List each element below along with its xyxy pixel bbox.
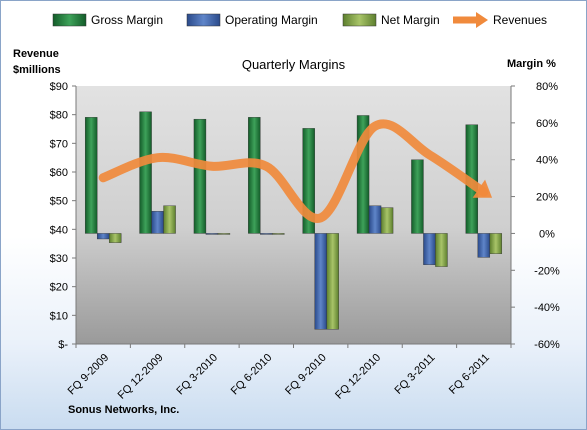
operating-margin-bar bbox=[314, 233, 327, 330]
left-axis-title-units: $millions bbox=[13, 64, 61, 76]
x-category-label: FQ 6-2010 bbox=[229, 352, 275, 398]
legend-label: Gross Margin bbox=[91, 13, 163, 27]
legend-label: Net Margin bbox=[381, 13, 440, 27]
net-margin-bar bbox=[435, 233, 448, 267]
net-margin-bar bbox=[217, 233, 231, 235]
left-tick-label: $40 bbox=[50, 224, 68, 236]
legend-swatch-operating-margin bbox=[186, 13, 221, 27]
right-axis-title: Margin % bbox=[507, 58, 556, 70]
chart-title: Quarterly Margins bbox=[242, 57, 346, 72]
operating-margin-bar bbox=[151, 211, 164, 234]
left-tick-label: $10 bbox=[50, 310, 68, 322]
net-margin-bar bbox=[380, 207, 394, 234]
gross-margin-bar bbox=[248, 117, 261, 234]
gross-margin-bar bbox=[84, 117, 98, 234]
revenues-line bbox=[98, 119, 489, 223]
company-name: Sonus Networks, Inc. bbox=[68, 404, 179, 416]
operating-margin-bar bbox=[477, 233, 491, 258]
operating-margin-bar bbox=[260, 233, 273, 235]
left-tick-label: $80 bbox=[50, 110, 68, 122]
gross-margin-bar bbox=[193, 118, 207, 234]
legend-swatch-net-margin bbox=[342, 13, 377, 27]
left-axis-title: Revenue bbox=[13, 48, 59, 60]
right-tick-label: -60% bbox=[534, 339, 560, 351]
x-category-label: FQ 3-2011 bbox=[392, 352, 437, 397]
x-category-label: FQ 12-2009 bbox=[116, 352, 166, 402]
gross-margin-bar bbox=[139, 111, 152, 234]
operating-margin-bar bbox=[96, 233, 110, 240]
left-tick-label: $70 bbox=[50, 138, 68, 150]
x-category-label: FQ 9-2010 bbox=[283, 352, 329, 398]
right-tick-label: 0% bbox=[539, 228, 555, 240]
legend-arrow-revenues bbox=[476, 12, 488, 28]
right-tick-label: 60% bbox=[536, 118, 558, 130]
net-margin-bar bbox=[326, 233, 339, 330]
right-tick-label: -20% bbox=[534, 265, 560, 277]
operating-margin-bar bbox=[205, 233, 219, 235]
net-margin-bar bbox=[272, 233, 285, 235]
legend-label: Revenues bbox=[493, 13, 547, 27]
net-margin-bar bbox=[108, 233, 122, 243]
right-tick-label: 40% bbox=[536, 155, 558, 167]
left-tick-label: $- bbox=[58, 339, 68, 351]
left-tick-label: $20 bbox=[50, 282, 68, 294]
gross-margin-bar bbox=[411, 159, 424, 234]
revenues-arrowhead bbox=[472, 179, 493, 198]
left-tick-label: $30 bbox=[50, 253, 68, 265]
operating-margin-bar bbox=[423, 233, 436, 265]
left-tick-label: $50 bbox=[50, 196, 68, 208]
right-tick-label: 80% bbox=[536, 81, 558, 93]
right-tick-label: -40% bbox=[534, 302, 560, 314]
net-margin-bar bbox=[489, 233, 503, 254]
net-margin-bar bbox=[163, 205, 176, 234]
x-category-label: FQ 12-2010 bbox=[333, 352, 383, 402]
x-category-label: FQ 3-2010 bbox=[174, 352, 220, 398]
legend-swatch-gross-margin bbox=[52, 13, 87, 27]
x-category-label: FQ 6-2011 bbox=[447, 352, 492, 397]
right-tick-label: 20% bbox=[536, 192, 558, 204]
left-tick-label: $90 bbox=[50, 81, 68, 93]
x-category-label: FQ 9-2009 bbox=[66, 352, 112, 398]
left-tick-label: $60 bbox=[50, 167, 68, 179]
operating-margin-bar bbox=[368, 205, 382, 234]
legend-label: Operating Margin bbox=[225, 13, 318, 27]
